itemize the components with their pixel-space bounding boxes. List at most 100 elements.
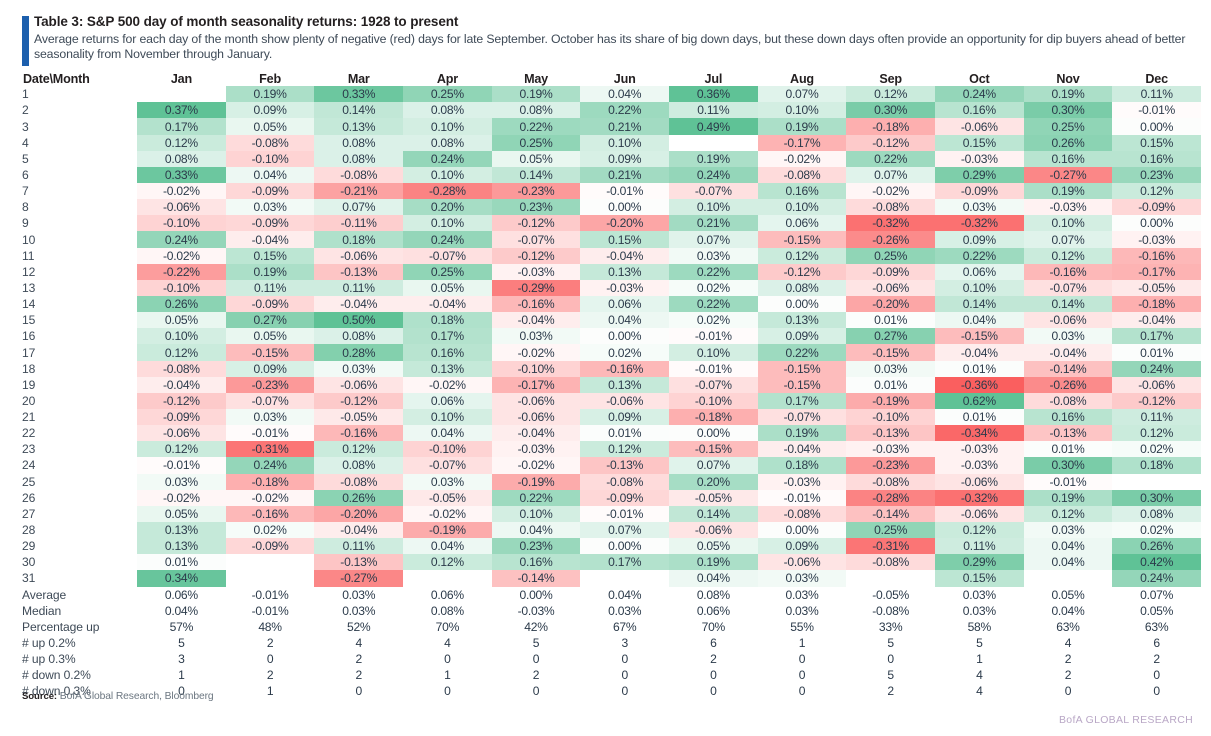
cell-14-feb: -0.09%	[225, 296, 315, 313]
summary-cell-jan: 0.06%	[137, 586, 226, 603]
column-header-dec: Dec	[1145, 72, 1168, 87]
summary-cell-sep: -0.05%	[846, 586, 935, 603]
cell-17-jul: 0.10%	[669, 344, 758, 361]
cell-13-may: -0.29%	[491, 279, 581, 297]
row-label: 4	[22, 135, 29, 150]
cell-7-nov: 0.19%	[1023, 183, 1113, 200]
summary-cell-may: 0.00%	[491, 586, 581, 603]
cell-24-oct: -0.03%	[934, 457, 1024, 474]
summary-cell-sep: -0.08%	[846, 602, 935, 619]
cell-24-mar: 0.08%	[314, 457, 404, 474]
cell-11-nov: 0.12%	[1023, 247, 1113, 264]
cell-31-jun	[580, 570, 669, 586]
row-label: 7	[22, 184, 29, 199]
cell-14-dec: -0.18%	[1112, 296, 1201, 313]
summary-cell-jan: 57%	[137, 618, 226, 635]
row-label: 12	[22, 264, 36, 279]
table-row: 1 0.19% 0.33% 0.25% 0.19% 0.04% 0.36% 0.07% 0.12…	[22, 86, 1201, 103]
row-label: 10	[22, 232, 36, 247]
cell-30-sep: -0.08%	[846, 554, 935, 571]
cell-3-may: 0.22%	[491, 118, 581, 135]
cell-2-may: 0.08%	[491, 102, 581, 119]
cell-28-jun: 0.07%	[580, 521, 670, 539]
cell-28-may: 0.04%	[491, 521, 581, 539]
cell-7-oct: -0.09%	[934, 183, 1024, 200]
row-label: 16	[22, 329, 36, 344]
cell-24-jul: 0.07%	[669, 457, 758, 474]
cell-29-feb: -0.09%	[225, 538, 315, 555]
cell-22-aug: 0.19%	[757, 425, 847, 442]
cell-11-apr: -0.07%	[403, 247, 492, 264]
row-label: 3	[22, 119, 29, 134]
cell-6-feb: 0.04%	[225, 166, 315, 184]
cell-21-jul: -0.18%	[669, 409, 758, 426]
cell-19-aug: -0.15%	[757, 376, 847, 393]
cell-1-aug: 0.07%	[757, 86, 847, 103]
cell-2-aug: 0.10%	[757, 102, 847, 119]
cell-15-aug: 0.13%	[757, 312, 847, 329]
cell-28-dec: 0.02%	[1112, 521, 1201, 539]
table-row: 23 0.12% -0.31% 0.12% -0.10% -0.03% 0.12% -0.15…	[22, 441, 1201, 458]
cell-2-feb: 0.09%	[225, 102, 315, 119]
cell-30-nov: 0.04%	[1023, 554, 1113, 571]
cell-21-dec: 0.11%	[1112, 409, 1201, 426]
cell-15-apr: 0.18%	[403, 312, 492, 329]
cell-12-jun: 0.13%	[580, 263, 670, 280]
cell-1-sep: 0.12%	[846, 86, 935, 103]
cell-6-nov: -0.27%	[1023, 166, 1113, 184]
cell-20-oct: 0.62%	[934, 392, 1024, 409]
cell-1-apr: 0.25%	[403, 86, 492, 103]
summary-cell-oct: 4	[934, 667, 1024, 684]
cell-26-may: 0.22%	[491, 489, 581, 506]
cell-17-dec: 0.01%	[1112, 344, 1201, 361]
cell-10-sep: -0.26%	[846, 231, 935, 248]
cell-5-mar: 0.08%	[314, 150, 404, 167]
cell-30-oct: 0.29%	[934, 554, 1024, 571]
cell-11-jan: -0.02%	[137, 247, 226, 264]
cell-1-oct: 0.24%	[934, 86, 1024, 103]
summary-cell-jan: 5	[137, 634, 226, 652]
table-row: 20 -0.12% -0.07% -0.12% 0.06% -0.06% -0.06% -0.…	[22, 392, 1201, 409]
summary-cell-sep: 5	[846, 667, 935, 684]
cell-2-sep: 0.30%	[846, 102, 935, 119]
cell-9-may: -0.12%	[491, 215, 581, 232]
cell-10-dec: -0.03%	[1112, 231, 1201, 248]
column-header-feb: Feb	[259, 72, 281, 87]
summary-cell-jan: 0	[137, 683, 226, 700]
cell-25-mar: -0.08%	[314, 473, 404, 490]
cell-10-feb: -0.04%	[225, 231, 315, 248]
cell-16-apr: 0.17%	[403, 328, 492, 345]
cell-4-feb: -0.08%	[225, 134, 315, 151]
cell-22-sep: -0.13%	[846, 425, 935, 442]
row-label: 5	[22, 151, 29, 166]
summary-cell-may: 0	[491, 651, 581, 668]
cell-16-nov: 0.03%	[1023, 328, 1113, 345]
cell-16-sep: 0.27%	[846, 328, 935, 345]
summary-cell-may: 0	[491, 683, 581, 700]
cell-24-sep: -0.23%	[846, 457, 935, 474]
summary-cell-aug: 0.03%	[757, 602, 847, 619]
cell-28-aug: 0.00%	[757, 521, 847, 539]
cell-20-mar: -0.12%	[314, 392, 404, 409]
row-label: 31	[22, 571, 36, 586]
row-label: 28	[22, 523, 36, 538]
summary-cell-sep: 5	[846, 634, 935, 652]
table-row: 10 0.24% -0.04% 0.18% 0.24% -0.07% 0.15% 0.07% -…	[22, 231, 1201, 248]
cell-6-dec: 0.23%	[1112, 166, 1201, 184]
cell-8-oct: 0.03%	[934, 199, 1024, 216]
cell-5-may: 0.05%	[491, 150, 581, 167]
summary-row-label: # up 0.3%	[22, 651, 138, 668]
cell-15-may: -0.04%	[491, 312, 581, 329]
cell-20-may: -0.06%	[491, 392, 581, 409]
cell-22-nov: -0.13%	[1023, 425, 1113, 442]
row-label: 19	[22, 377, 36, 392]
cell-10-mar: 0.18%	[314, 231, 404, 248]
cell-2-apr: 0.08%	[403, 102, 492, 119]
cell-15-mar: 0.50%	[314, 312, 404, 329]
summary-cell-jun: 0.04%	[580, 586, 670, 603]
table-row: 29 0.13% -0.09% 0.11% 0.04% 0.23% 0.00% 0.05% 0.…	[22, 538, 1201, 555]
cell-15-dec: -0.04%	[1112, 312, 1201, 329]
table-row: 16 0.10% 0.05% 0.08% 0.17% 0.03% 0.00% -0.01% 0.…	[22, 328, 1201, 345]
cell-27-jan: 0.05%	[137, 505, 226, 522]
cell-3-nov: 0.25%	[1023, 118, 1113, 135]
